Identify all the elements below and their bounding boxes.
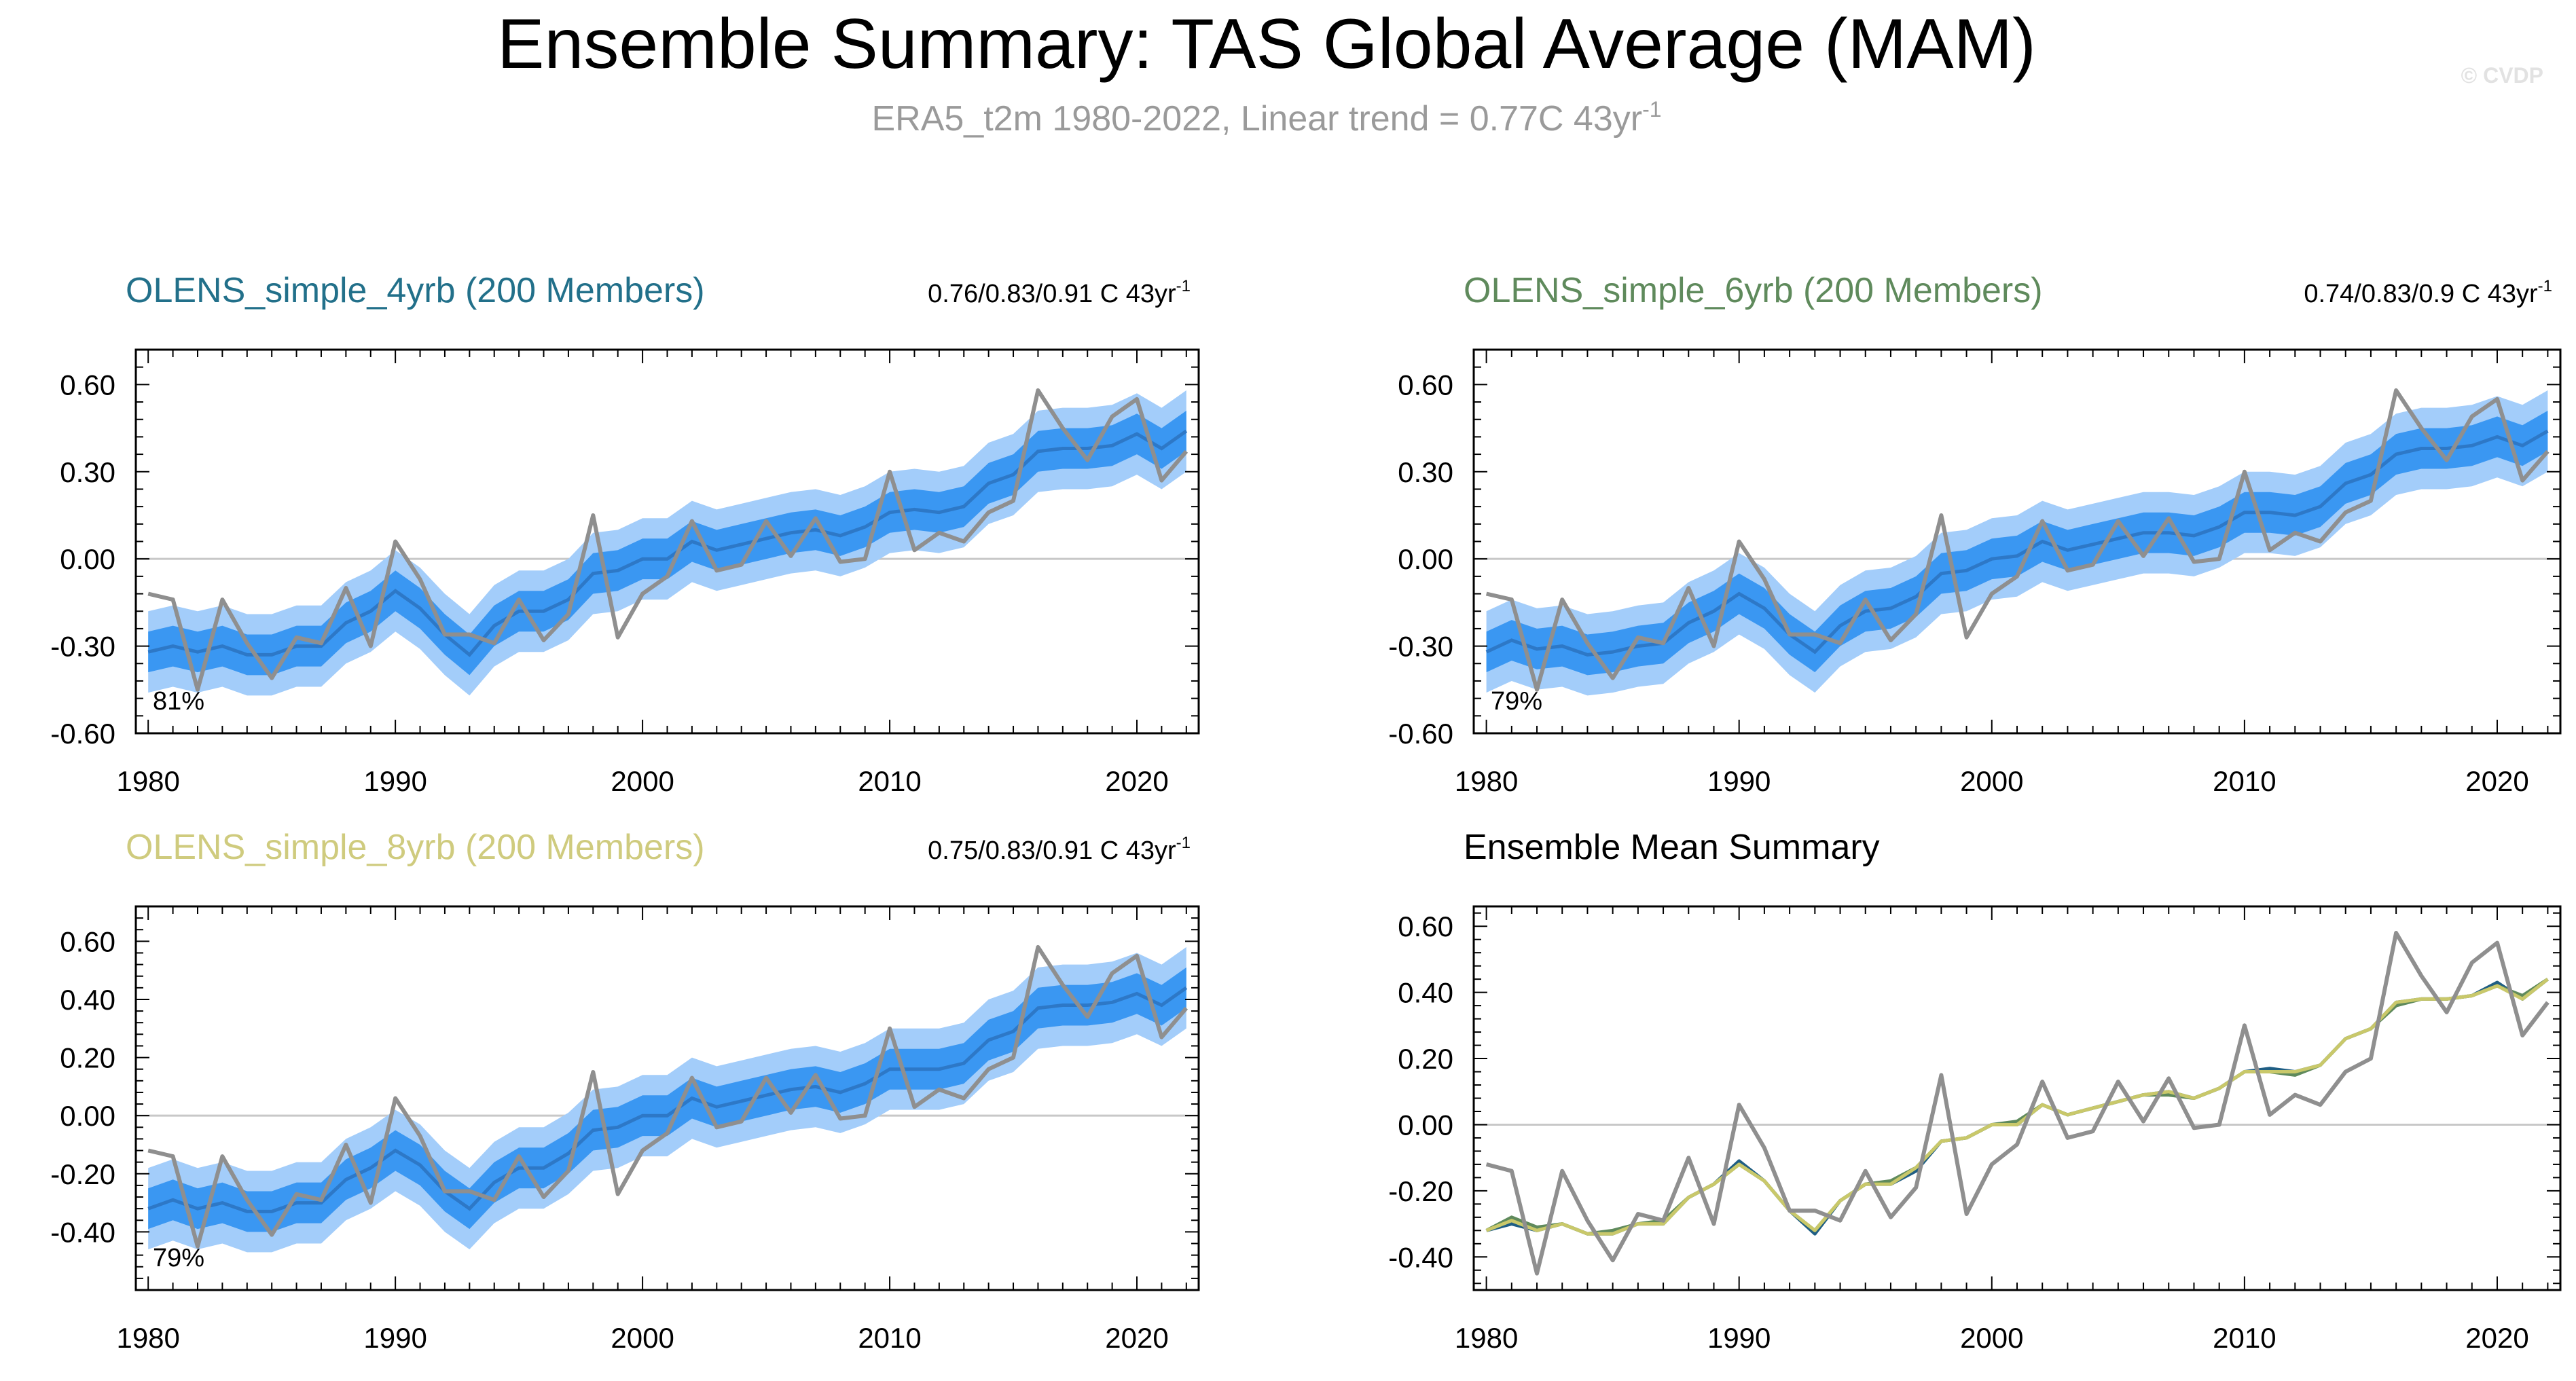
y-tick-label: -0.40 [1388, 1241, 1453, 1273]
subtitle-main: ERA5_t2m 1980-2022, Linear trend = 0.77C… [871, 99, 1642, 139]
plot-area [1474, 388, 2560, 696]
y-tick-label: 0.40 [60, 984, 115, 1016]
trend-label: 0.76/0.83/0.91 C 43yr-1 [928, 277, 1191, 308]
y-tick-label: -0.40 [50, 1216, 115, 1248]
y-tick-label: 0.20 [1398, 1043, 1453, 1075]
x-tick-label: 2000 [1960, 765, 2023, 797]
x-tick-label: 1990 [363, 765, 427, 797]
y-tick-label: 0.40 [1398, 977, 1453, 1009]
x-tick-label: 2010 [858, 765, 921, 797]
y-tick-label: 0.00 [1398, 543, 1453, 575]
trend-label: 0.75/0.83/0.91 C 43yr-1 [928, 834, 1191, 865]
trend-label-superscript: -1 [1176, 834, 1191, 852]
x-tick-label: 2010 [2213, 1322, 2276, 1354]
x-tick-label: 1980 [116, 1322, 179, 1354]
observation-line [147, 388, 1189, 692]
y-tick-label: 0.00 [1398, 1109, 1453, 1141]
y-tick-label: 0.60 [60, 369, 115, 401]
x-tick-label: 2020 [1105, 765, 1168, 797]
y-tick-label: 0.60 [1398, 910, 1453, 942]
watermark: © CVDP [2461, 63, 2543, 88]
x-tick-label: 1990 [1707, 1322, 1771, 1354]
y-tick-label: -0.60 [50, 718, 115, 750]
x-tick-label: 2000 [611, 765, 674, 797]
trend-label: 0.74/0.83/0.9 C 43yr-1 [2304, 277, 2552, 308]
y-tick-label: -0.30 [50, 631, 115, 663]
x-tick-label: 2000 [1960, 1322, 2023, 1354]
y-tick-label: 0.60 [1398, 369, 1453, 401]
y-tick-label: -0.60 [1388, 718, 1453, 750]
trend-label-superscript: -1 [1176, 277, 1191, 295]
figure-title: Ensemble Summary: TAS Global Average (MA… [497, 5, 2036, 84]
y-tick-label: 0.00 [60, 1100, 115, 1132]
y-tick-label: -0.20 [50, 1158, 115, 1190]
x-tick-label: 2020 [2465, 1322, 2528, 1354]
series-line-3 [1485, 931, 2550, 1276]
panel-1: OLENS_simple_4yrb (200 Members) 0.76/0.83… [50, 271, 1200, 797]
x-tick-label: 1980 [1455, 765, 1518, 797]
x-tick-label: 1980 [1455, 1322, 1518, 1354]
panel-2: OLENS_simple_6yrb (200 Members) 0.74/0.83… [1388, 271, 2562, 797]
ensemble-mean-line [147, 429, 1188, 657]
x-tick-label: 1990 [1707, 765, 1771, 797]
x-tick-label: 2020 [1105, 1322, 1168, 1354]
trend-label-superscript: -1 [2538, 277, 2552, 295]
plot-area [136, 944, 1199, 1253]
subtitle-superscript: -1 [1642, 97, 1661, 122]
x-tick-label: 2010 [858, 1322, 921, 1354]
ensemble-spread-inner [148, 410, 1186, 676]
y-tick-label: 0.20 [60, 1042, 115, 1074]
y-tick-label: 0.00 [60, 543, 115, 575]
observation-line [147, 944, 1189, 1249]
trend-label-main: 0.76/0.83/0.91 C 43yr [928, 280, 1176, 308]
x-tick-label: 1990 [363, 1322, 427, 1354]
x-tick-label: 2000 [611, 1322, 674, 1354]
x-tick-label: 2020 [2465, 765, 2528, 797]
ensemble-spread-inner [1486, 410, 2548, 676]
x-tick-label: 1980 [116, 765, 179, 797]
percent-label: 79% [1491, 687, 1542, 716]
observation-line [1485, 388, 2550, 692]
figure-subtitle: ERA5_t2m 1980-2022, Linear trend = 0.77C… [871, 97, 1661, 139]
trend-label-main: 0.74/0.83/0.9 C 43yr [2304, 280, 2538, 308]
y-tick-label: 0.30 [60, 456, 115, 488]
ensemble-spread-inner [148, 967, 1186, 1232]
panel-title: OLENS_simple_8yrb (200 Members) [126, 828, 705, 867]
panel-title: Ensemble Mean Summary [1464, 828, 1880, 867]
y-tick-label: 0.60 [60, 925, 115, 957]
y-tick-label: 0.30 [1398, 456, 1453, 488]
panel-title: OLENS_simple_6yrb (200 Members) [1464, 271, 2043, 310]
y-tick-label: -0.20 [1388, 1175, 1453, 1207]
plot-area [1474, 931, 2560, 1276]
percent-label: 79% [153, 1244, 204, 1272]
percent-label: 81% [153, 687, 204, 716]
panel-title: OLENS_simple_4yrb (200 Members) [126, 271, 705, 310]
ensemble-mean-line [147, 986, 1188, 1213]
panel-4: Ensemble Mean Summary 1980 1990 2000 2010 202… [1388, 828, 2562, 1354]
series-line-2 [1485, 978, 2549, 1236]
panels-group: OLENS_simple_4yrb (200 Members) 0.76/0.83… [50, 271, 2562, 1354]
panel-3: OLENS_simple_8yrb (200 Members) 0.75/0.83… [50, 828, 1200, 1354]
y-tick-label: -0.30 [1388, 631, 1453, 663]
trend-label-main: 0.75/0.83/0.91 C 43yr [928, 836, 1176, 865]
x-tick-label: 2010 [2213, 765, 2276, 797]
plot-area [136, 388, 1199, 696]
